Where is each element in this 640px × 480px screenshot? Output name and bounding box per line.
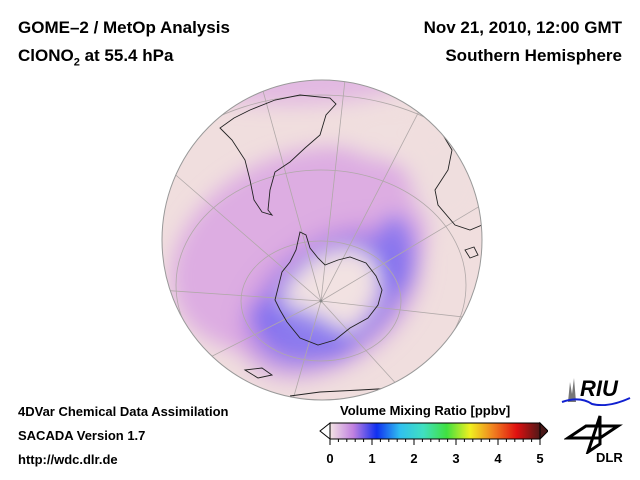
dlr-logo-text: DLR (596, 450, 623, 465)
hemisphere-label: Southern Hemisphere (445, 46, 622, 65)
analysis-title: GOME–2 / MetOp Analysis (18, 18, 230, 37)
colorbar-high-arrow (539, 421, 548, 441)
footer-method: 4DVar Chemical Data Assimilation (18, 404, 229, 419)
date-time: Nov 21, 2010, 12:00 GMT (423, 18, 622, 37)
colorbar-tick-label: 1 (368, 451, 376, 466)
footer-url[interactable]: http://wdc.dlr.de (18, 452, 118, 467)
colorbar-tick-label: 2 (410, 451, 418, 466)
globe-outline (161, 79, 483, 401)
colorbar-tick-label: 0 (326, 451, 334, 466)
colorbar-low-arrow (319, 421, 331, 441)
species-subscript: 2 (73, 56, 80, 69)
species-title: ClONO2 at 55.4 hPa (18, 46, 173, 68)
dlr-logo-icon (564, 415, 623, 454)
species-name: ClONO (18, 46, 74, 65)
footer-version: SACADA Version 1.7 (18, 428, 146, 443)
colorbar-gradient (329, 422, 541, 440)
riu-logo-text: RIU (580, 376, 619, 401)
riu-logo: RIU (561, 376, 631, 406)
south-pole-marker (319, 299, 323, 303)
colorbar-tick-label: 4 (494, 451, 502, 466)
colorbar-title: Volume Mixing Ratio [ppbv] (340, 403, 511, 418)
colorbar-tick-label: 5 (536, 451, 544, 466)
colorbar (319, 421, 548, 445)
colorbar-tick-label: 3 (452, 451, 460, 466)
pressure-level: at 55.4 hPa (79, 46, 174, 65)
